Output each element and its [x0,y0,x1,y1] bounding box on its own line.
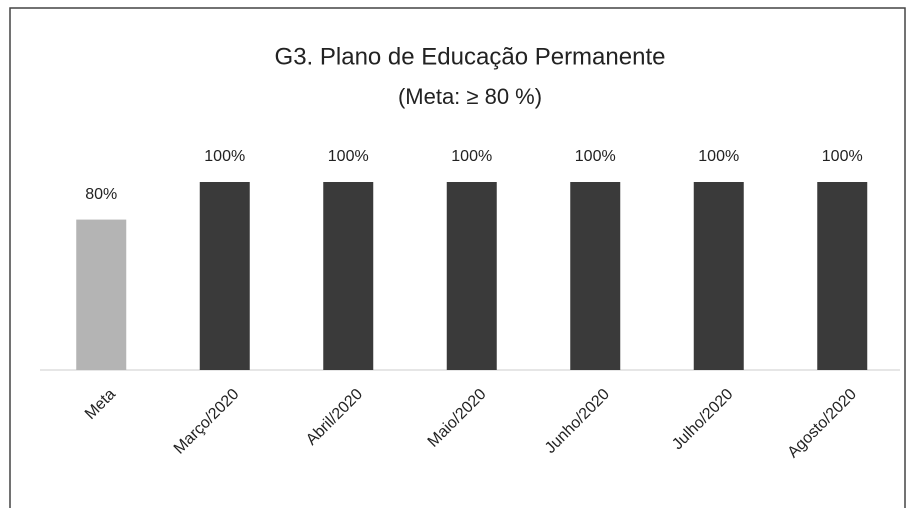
x-tick-label: Maio/2020 [425,386,490,451]
data-label: 100% [204,148,245,165]
bar [76,219,127,370]
data-label: 100% [451,148,492,165]
x-tick-label: Agosto/2020 [785,386,861,462]
data-label: 80% [85,186,117,203]
bar [570,182,621,370]
chart-title: G3. Plano de Educação Permanente [275,43,666,70]
x-tick-label: Julho/2020 [669,386,736,453]
x-tick-label: Meta [82,386,119,423]
data-label: 100% [822,148,863,165]
chart-frame [9,7,906,508]
bar [446,182,497,370]
bar [817,182,868,370]
data-label: 100% [698,148,739,165]
x-tick-label: Abril/2020 [303,386,366,449]
x-tick-label: Junho/2020 [542,386,613,457]
bar [199,182,250,370]
chart-subtitle: (Meta: ≥ 80 %) [398,84,542,109]
data-label: 100% [575,148,616,165]
bar [693,182,744,370]
data-label: 100% [328,148,369,165]
x-tick-label: Março/2020 [171,386,243,458]
bar [323,182,374,370]
